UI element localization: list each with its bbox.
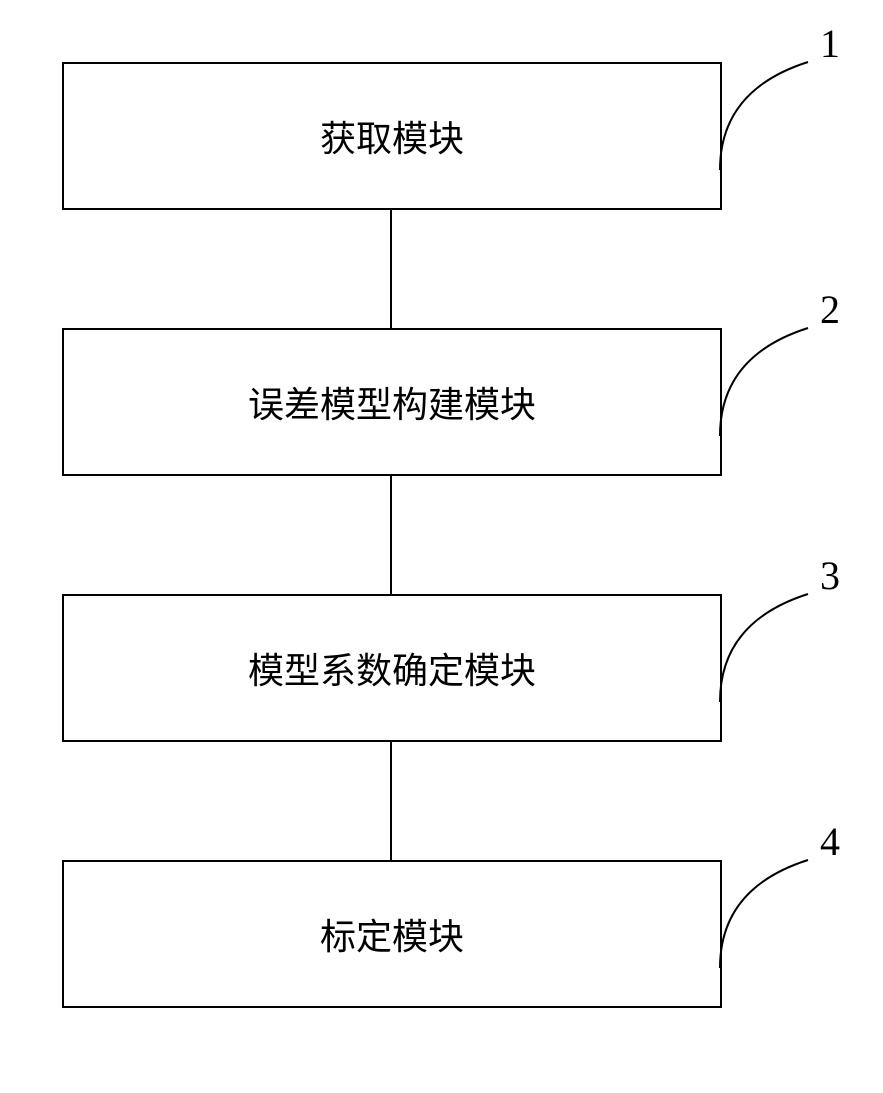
label-number-2: 2 bbox=[820, 286, 840, 333]
label-number-1: 1 bbox=[820, 20, 840, 67]
box-model-coefficient-determination-module: 模型系数确定模块 bbox=[62, 594, 722, 742]
box-label: 误差模型构建模块 bbox=[248, 376, 536, 428]
flowchart-diagram: 获取模块 误差模型构建模块 模型系数确定模块 标定模块 1 2 3 4 bbox=[0, 0, 883, 1093]
label-number-3: 3 bbox=[820, 552, 840, 599]
box-label: 获取模块 bbox=[320, 110, 464, 162]
connector-2-3 bbox=[390, 476, 392, 594]
label-number-4: 4 bbox=[820, 818, 840, 865]
box-label: 模型系数确定模块 bbox=[248, 642, 536, 694]
box-calibration-module: 标定模块 bbox=[62, 860, 722, 1008]
box-label: 标定模块 bbox=[320, 908, 464, 960]
connector-3-4 bbox=[390, 742, 392, 860]
connector-1-2 bbox=[390, 210, 392, 328]
box-acquisition-module: 获取模块 bbox=[62, 62, 722, 210]
box-error-model-construction-module: 误差模型构建模块 bbox=[62, 328, 722, 476]
